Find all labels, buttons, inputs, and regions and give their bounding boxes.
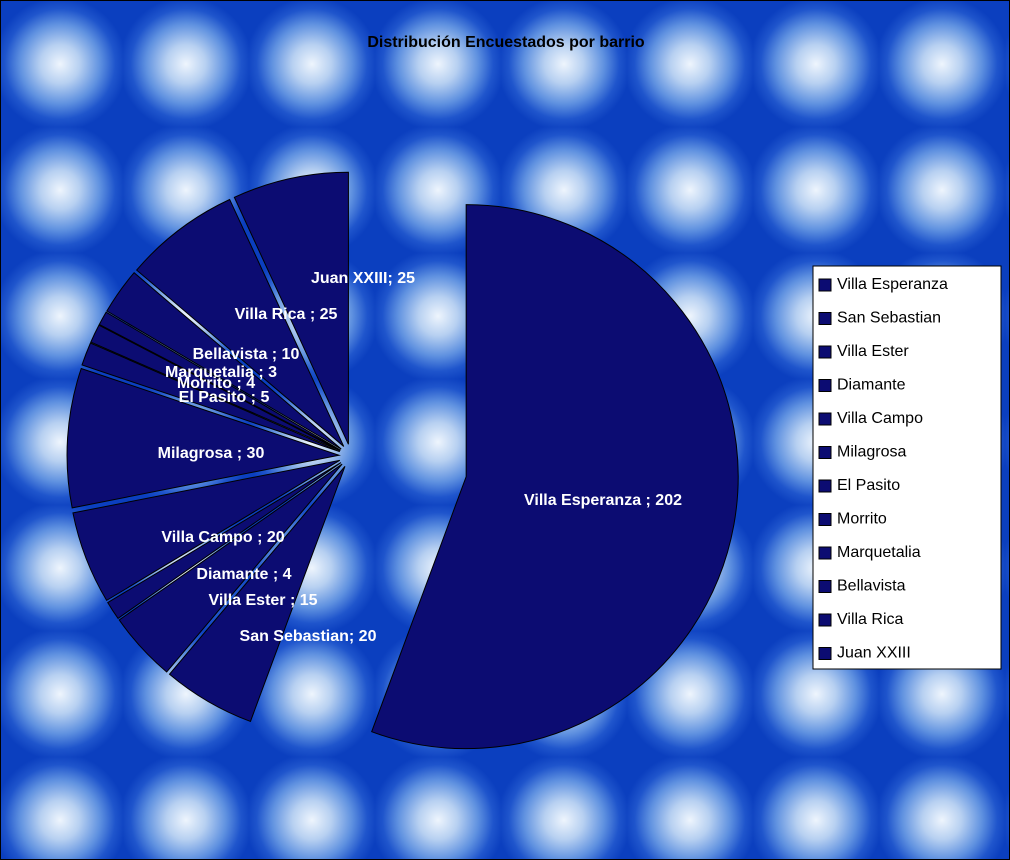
data-label: Morrito ; 4 xyxy=(177,375,255,392)
legend-swatch xyxy=(818,513,832,526)
legend-label: Milagrosa xyxy=(837,444,906,461)
legend-swatch xyxy=(818,546,832,560)
legend-label: Bellavista xyxy=(837,578,906,595)
legend-swatch xyxy=(818,580,832,593)
data-label: Juan XXIII; 25 xyxy=(311,270,415,287)
data-label: Bellavista ; 10 xyxy=(193,346,300,363)
legend-swatch xyxy=(818,613,832,627)
legend-label: Marquetalia xyxy=(837,544,921,561)
data-label: Diamante ; 4 xyxy=(196,566,291,583)
pie-slice xyxy=(90,324,341,452)
legend-swatch xyxy=(818,446,832,459)
legend-label: El Pasito xyxy=(837,477,900,494)
pie-slice xyxy=(81,342,341,453)
data-label: Villa Esperanza ; 202 xyxy=(524,492,682,509)
pie-slice xyxy=(106,271,342,450)
data-label: Milagrosa ; 30 xyxy=(158,445,265,462)
data-label: San Sebastian; 20 xyxy=(240,628,377,645)
pie-slice xyxy=(98,311,341,451)
legend xyxy=(812,265,1002,670)
legend-label: Villa Ester xyxy=(837,343,909,360)
legend-label: Villa Esperanza xyxy=(837,276,948,293)
legend-swatch xyxy=(818,379,832,392)
data-label: El Pasito ; 5 xyxy=(179,389,270,406)
legend-swatch xyxy=(818,479,832,493)
pie-slice xyxy=(72,459,341,602)
pie-slice xyxy=(371,204,739,750)
pie-slice xyxy=(135,198,345,447)
legend-label: Juan XXIII xyxy=(837,645,911,662)
legend-swatch xyxy=(818,278,832,292)
data-label: Villa Rica ; 25 xyxy=(235,306,338,323)
legend-swatch xyxy=(818,312,832,325)
pie-slice xyxy=(233,171,349,445)
legend-label: Villa Campo xyxy=(837,410,923,427)
legend-swatch xyxy=(818,345,832,359)
chart-title: Distribución Encuestados por barrio xyxy=(367,34,645,51)
data-label: Villa Ester ; 15 xyxy=(208,592,317,609)
pie-slice xyxy=(66,367,341,509)
legend-label: Morrito xyxy=(837,511,887,528)
legend-label: Villa Rica xyxy=(837,611,904,628)
legend-label: San Sebastian xyxy=(837,310,941,327)
pie-slice xyxy=(107,462,342,620)
legend-swatch xyxy=(818,412,832,426)
pie-slice xyxy=(118,463,343,673)
pie-slice xyxy=(168,466,346,723)
data-label: Villa Campo ; 20 xyxy=(161,529,284,546)
data-label: Marquetalia ; 3 xyxy=(165,364,277,381)
legend-swatch xyxy=(818,647,832,660)
legend-label: Diamante xyxy=(837,377,906,394)
